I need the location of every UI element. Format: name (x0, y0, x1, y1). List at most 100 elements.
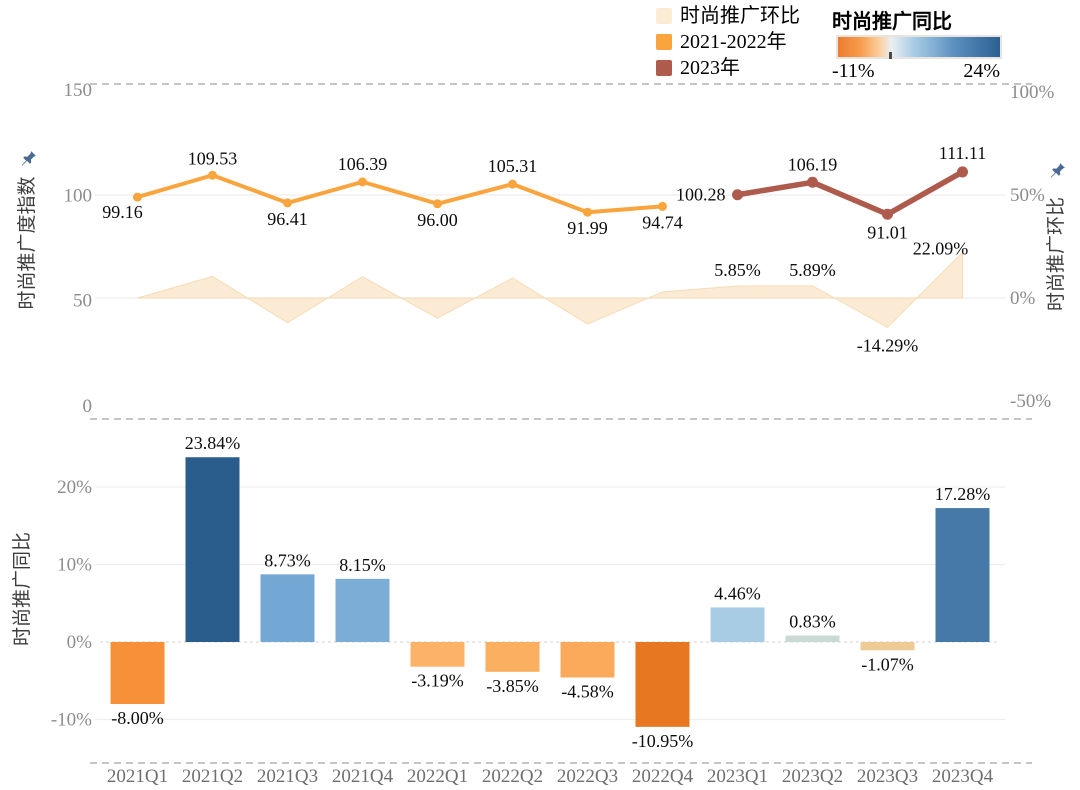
x-axis-label: 2021Q1 (107, 766, 168, 787)
line-point-2022Q4[interactable] (658, 201, 667, 211)
line-point-2022Q2[interactable] (508, 179, 517, 189)
x-axis-label: 2022Q1 (407, 766, 468, 787)
bar-label: 8.15% (339, 555, 386, 575)
line-point-2023Q2[interactable] (807, 176, 818, 188)
gradient-zero-tick (889, 52, 892, 59)
right-axis-tick: -50% (1010, 391, 1051, 412)
x-axis-label: 2021Q2 (182, 766, 243, 787)
bar-2022Q2[interactable] (485, 642, 540, 672)
area-point-label: -14.29% (857, 335, 919, 355)
legend-label: 2021-2022年 (680, 31, 787, 53)
right-axis-tick: 50% (1010, 185, 1045, 206)
area-point-label: 5.89% (789, 260, 836, 280)
line-series-2023年[interactable] (734, 169, 966, 218)
bar-2023Q3[interactable] (860, 642, 915, 651)
legend-item-2021-2022[interactable]: 2021-2022年 (656, 29, 800, 55)
x-axis-label: 2022Q4 (632, 766, 694, 787)
visualmap-max-label: 24% (963, 60, 1000, 82)
area-point-label: 22.09% (913, 238, 969, 258)
area-series-huanbi[interactable] (137, 251, 963, 329)
legend-item-2023[interactable]: 2023年 (656, 55, 800, 81)
bottom-axis-tick: -10% (51, 710, 92, 731)
bar-2021Q4[interactable] (335, 578, 390, 642)
line-point-label: 106.39 (338, 154, 388, 174)
line-point-label: 105.31 (488, 156, 538, 176)
bar-label: 17.28% (935, 484, 991, 504)
left-axis-tick: 100 (64, 185, 93, 206)
line-point-2022Q1[interactable] (433, 199, 442, 209)
legend-swatch-2021-2022 (656, 34, 672, 50)
left-axis-tick: 150 (64, 80, 93, 101)
line-point-label: 99.16 (102, 202, 143, 222)
x-axis-label: 2023Q3 (857, 766, 918, 787)
visualmap-gradient-bar[interactable] (836, 35, 1002, 59)
bar-2021Q3[interactable] (260, 574, 315, 642)
bar-label: -3.85% (486, 676, 539, 696)
bar-2022Q1[interactable] (410, 642, 465, 667)
line-point-label: 106.19 (788, 154, 838, 174)
legend-label: 2023年 (680, 57, 740, 79)
line-point-2023Q3[interactable] (882, 208, 893, 220)
bar-label: -8.00% (111, 708, 164, 728)
bar-2021Q2[interactable] (185, 457, 240, 642)
pin-icon[interactable] (1049, 162, 1066, 179)
line-point-label: 96.00 (417, 210, 458, 230)
legend: 时尚推广环比 2021-2022年 2023年 (656, 3, 800, 81)
line-point-2021Q1[interactable] (133, 192, 142, 202)
bar-label: 8.73% (264, 550, 311, 570)
bar-label: -3.19% (411, 671, 464, 691)
bar-2023Q1[interactable] (710, 607, 765, 642)
visualmap-title: 时尚推广同比 (832, 11, 952, 33)
bottom-axis-tick: 0% (67, 632, 93, 653)
line-point-label: 109.53 (188, 148, 238, 168)
right-axis-title: 时尚推广环比 (1046, 197, 1067, 312)
right-axis-tick: 100% (1010, 82, 1055, 103)
right-axis-tick: 0% (1010, 288, 1036, 309)
line-point-2022Q3[interactable] (583, 207, 592, 217)
bottom-left-axis-title: 时尚推广同比 (12, 532, 33, 647)
legend-swatch-2023 (656, 60, 672, 76)
bar-2022Q3[interactable] (560, 642, 615, 678)
x-axis-label: 2023Q4 (932, 766, 994, 787)
bar-label: -10.95% (632, 731, 694, 751)
x-axis-label: 2021Q3 (257, 766, 318, 787)
bottom-axis-tick: 20% (57, 477, 92, 498)
left-axis-title: 时尚推广度指数 (17, 176, 38, 310)
bottom-axis-tick: 10% (57, 555, 92, 576)
line-point-2023Q1[interactable] (732, 189, 743, 201)
bar-label: 0.83% (789, 612, 836, 632)
left-axis-tick: 50 (73, 291, 92, 312)
x-axis-label: 2023Q1 (707, 766, 768, 787)
bar-2023Q4[interactable] (935, 508, 990, 642)
bar-2021Q1[interactable] (110, 642, 165, 704)
line-series-2021-2022年[interactable] (135, 173, 665, 215)
gradient-fill (838, 37, 1000, 57)
bar-2022Q4[interactable] (635, 642, 690, 727)
line-point-2021Q4[interactable] (358, 177, 367, 187)
bar-label: 4.46% (714, 583, 761, 603)
line-point-label: 111.11 (939, 143, 987, 163)
x-axis-label: 2022Q3 (557, 766, 618, 787)
line-point-2021Q2[interactable] (208, 170, 217, 180)
bar-label: -1.07% (861, 654, 914, 674)
line-point-label: 91.01 (867, 222, 908, 242)
bar-label: -4.58% (561, 681, 614, 701)
area-point-label: 5.85% (714, 260, 761, 280)
pin-icon[interactable] (20, 150, 37, 167)
x-axis-label: 2022Q2 (482, 766, 543, 787)
visualmap-min-label: -11% (832, 60, 875, 82)
left-axis-tick: 0 (83, 396, 93, 417)
line-point-2021Q3[interactable] (283, 198, 292, 208)
legend-label: 时尚推广环比 (680, 5, 800, 27)
line-point-label: 94.74 (642, 212, 683, 232)
bar-2023Q2[interactable] (785, 635, 840, 642)
line-point-label: 96.41 (267, 209, 308, 229)
x-axis-label: 2023Q2 (782, 766, 843, 787)
line-point-2023Q4[interactable] (957, 166, 968, 178)
legend-item-huanbi[interactable]: 时尚推广环比 (656, 3, 800, 29)
line-point-label: 91.99 (567, 218, 608, 238)
line-point-label: 100.28 (676, 185, 726, 205)
visualmap-legend: 时尚推广同比 -11% 24% (832, 5, 1012, 82)
